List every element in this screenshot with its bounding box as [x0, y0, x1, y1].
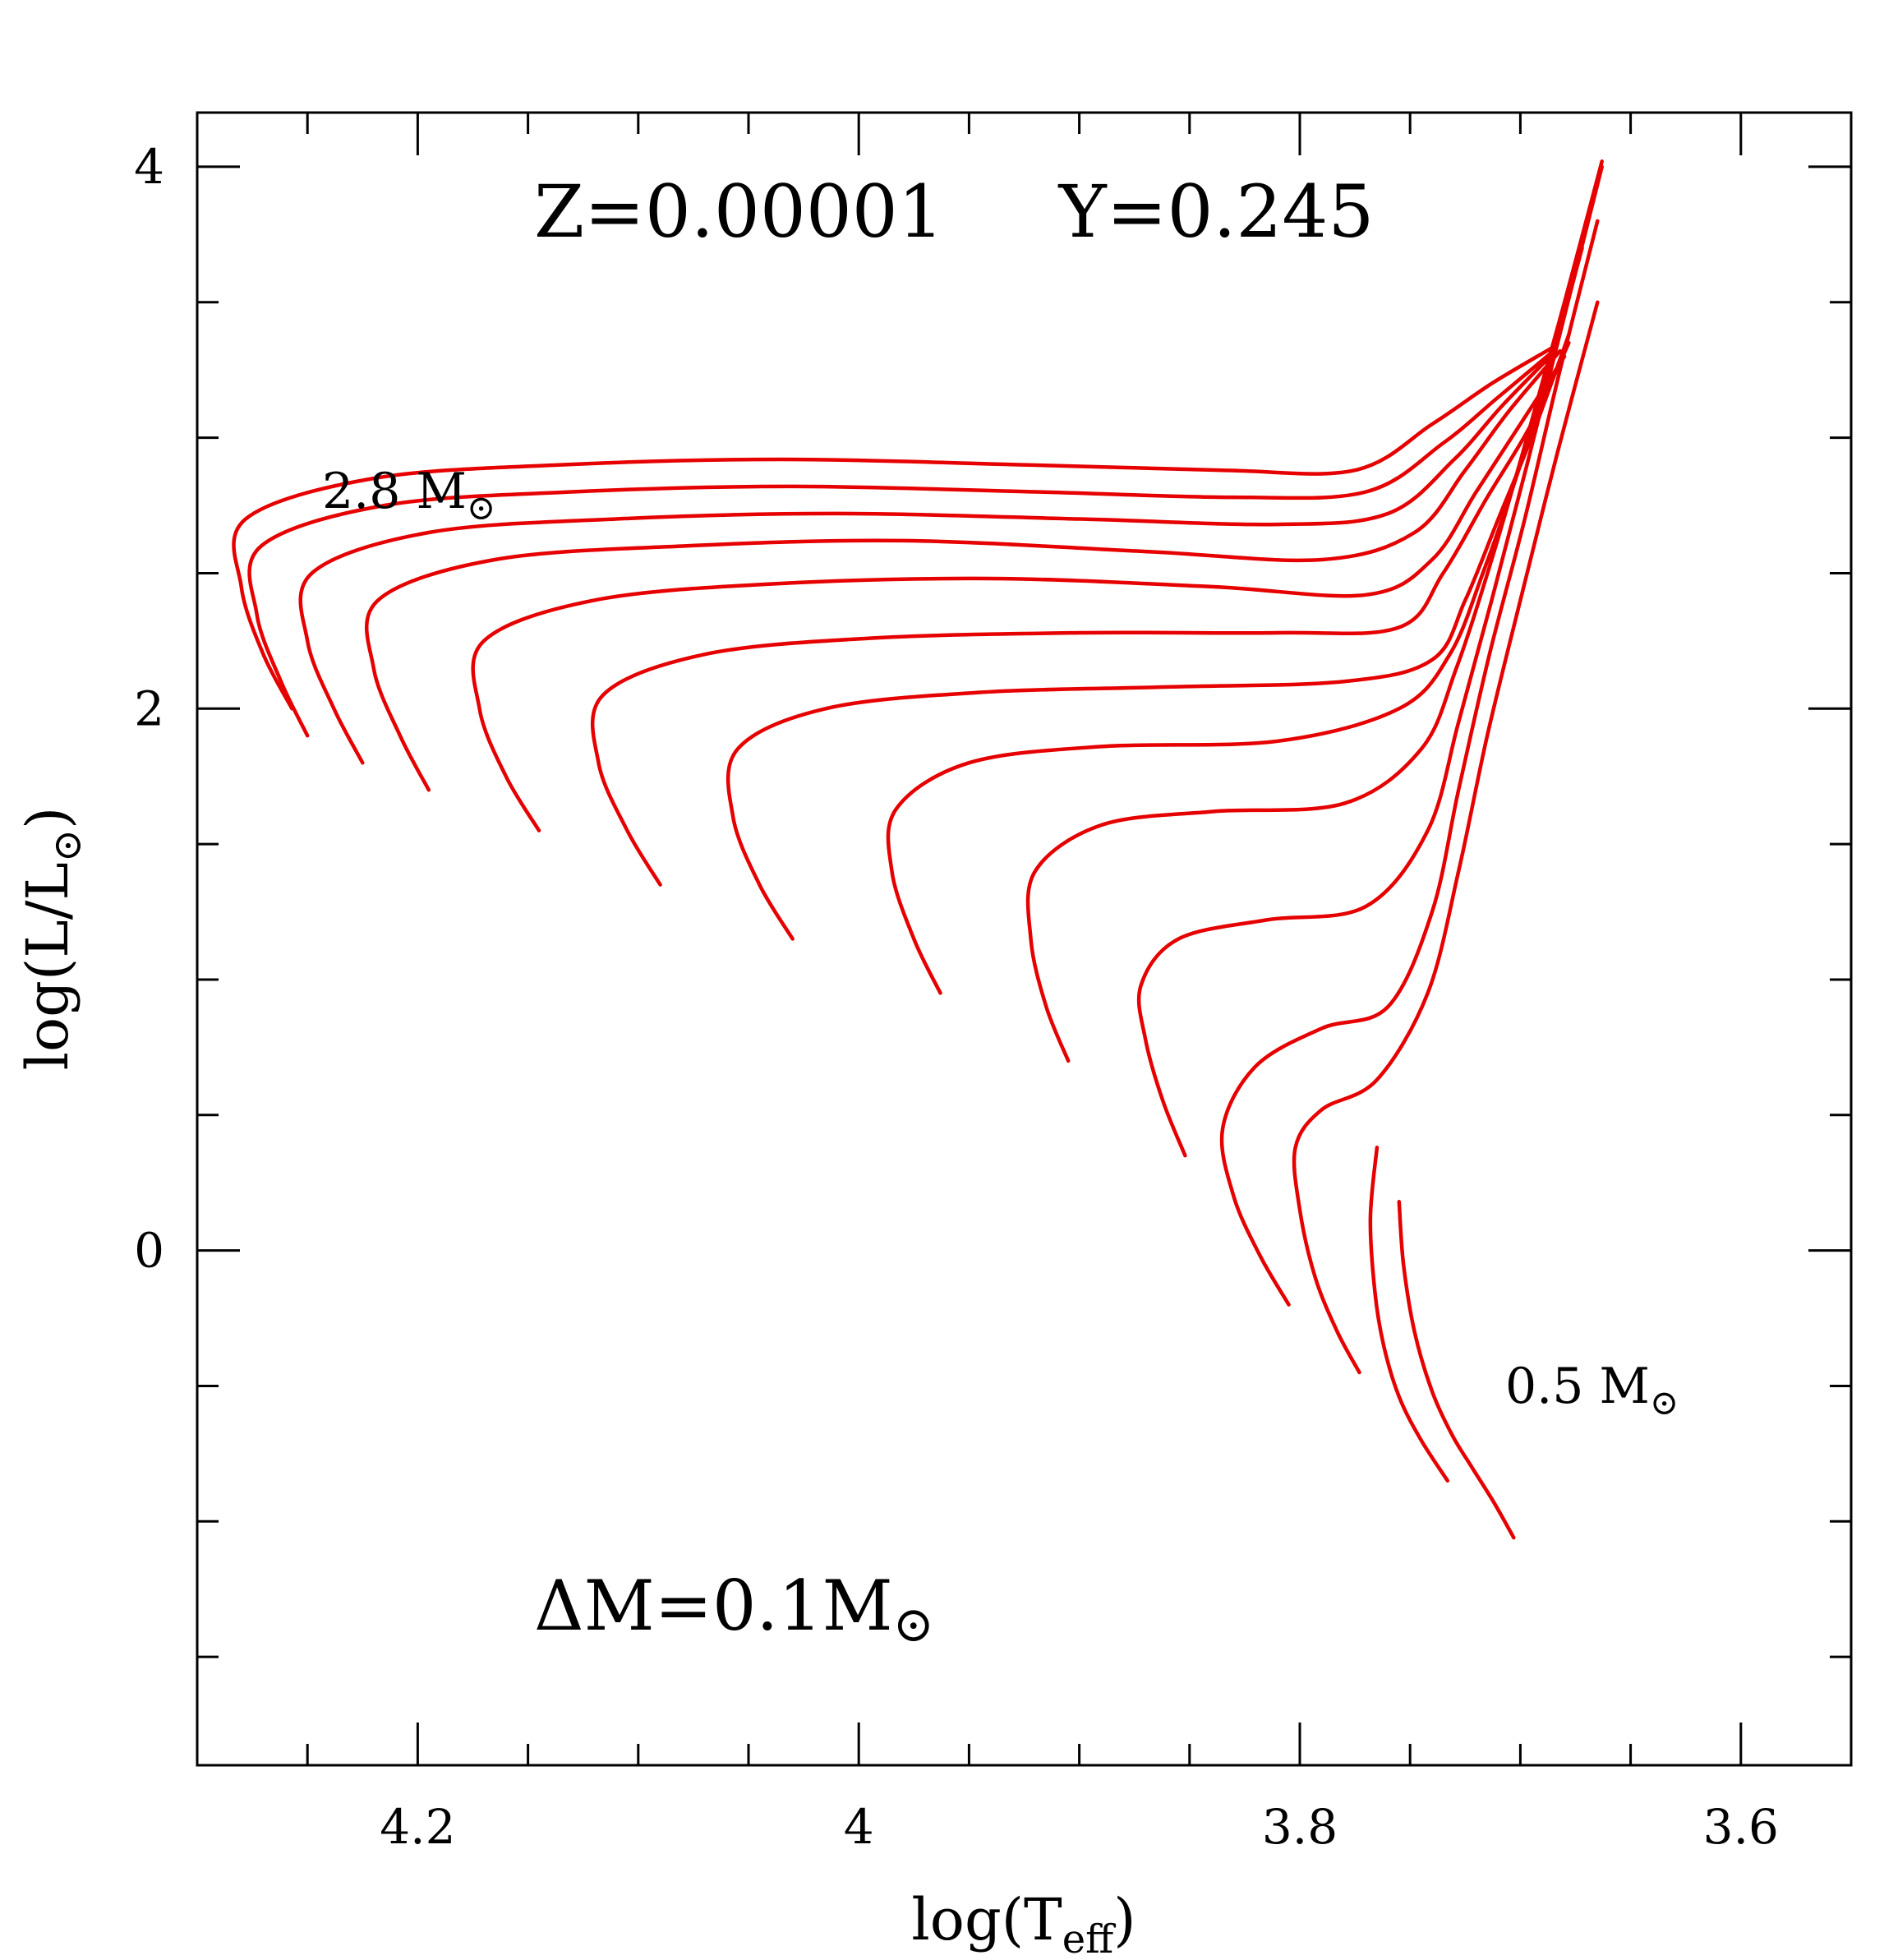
track-line — [591, 340, 1571, 887]
track-line — [1025, 159, 1604, 1063]
track-line — [1219, 219, 1600, 1307]
track-line — [1368, 1146, 1450, 1483]
x-tick-label: 3.6 — [1703, 1799, 1779, 1855]
x-axis-label: log(Teff) — [911, 1886, 1135, 1960]
y-axis-label: log(L/L⊙) — [14, 807, 90, 1071]
track-line — [886, 246, 1584, 995]
track-line — [247, 348, 1555, 738]
mass-max-text: 2.8 M — [322, 463, 467, 520]
track-line — [365, 348, 1562, 792]
track-line — [726, 333, 1571, 941]
y-tick-label: 4 — [134, 139, 164, 195]
sun-symbol-sub: ⊙ — [893, 1596, 934, 1653]
track-line — [298, 348, 1558, 765]
mass-min-label: 0.5 M⊙ — [1505, 1358, 1679, 1423]
plot-frame — [196, 111, 1853, 1767]
track-line — [1292, 300, 1600, 1375]
axis-ticks — [196, 113, 1853, 1765]
track-line — [471, 354, 1567, 832]
delta-m-text: ΔM=0.1M — [534, 1566, 893, 1646]
x-tick-label: 4 — [844, 1799, 874, 1855]
mass-max-label: 2.8 M⊙ — [322, 463, 495, 528]
track-line — [232, 346, 1554, 711]
x-tick-label: 4.2 — [380, 1799, 455, 1855]
delta-m-label: ΔM=0.1M⊙ — [534, 1566, 934, 1653]
y-tick-label: 2 — [134, 680, 164, 736]
evolutionary-tracks — [232, 159, 1604, 1540]
track-line — [1397, 1200, 1516, 1540]
sun-symbol-sub: ⊙ — [1650, 1382, 1679, 1423]
y-tick-label: 0 — [134, 1223, 164, 1279]
track-line — [1136, 164, 1604, 1158]
axis-tick-labels: 4.2 4 3.8 3.6 0 2 4 — [134, 139, 1779, 1855]
sun-symbol-sub: ⊙ — [467, 487, 495, 528]
chart-title: Z=0.00001 Y=0.245 — [534, 169, 1374, 254]
mass-min-text: 0.5 M — [1505, 1358, 1650, 1415]
x-tick-label: 3.8 — [1262, 1799, 1338, 1855]
